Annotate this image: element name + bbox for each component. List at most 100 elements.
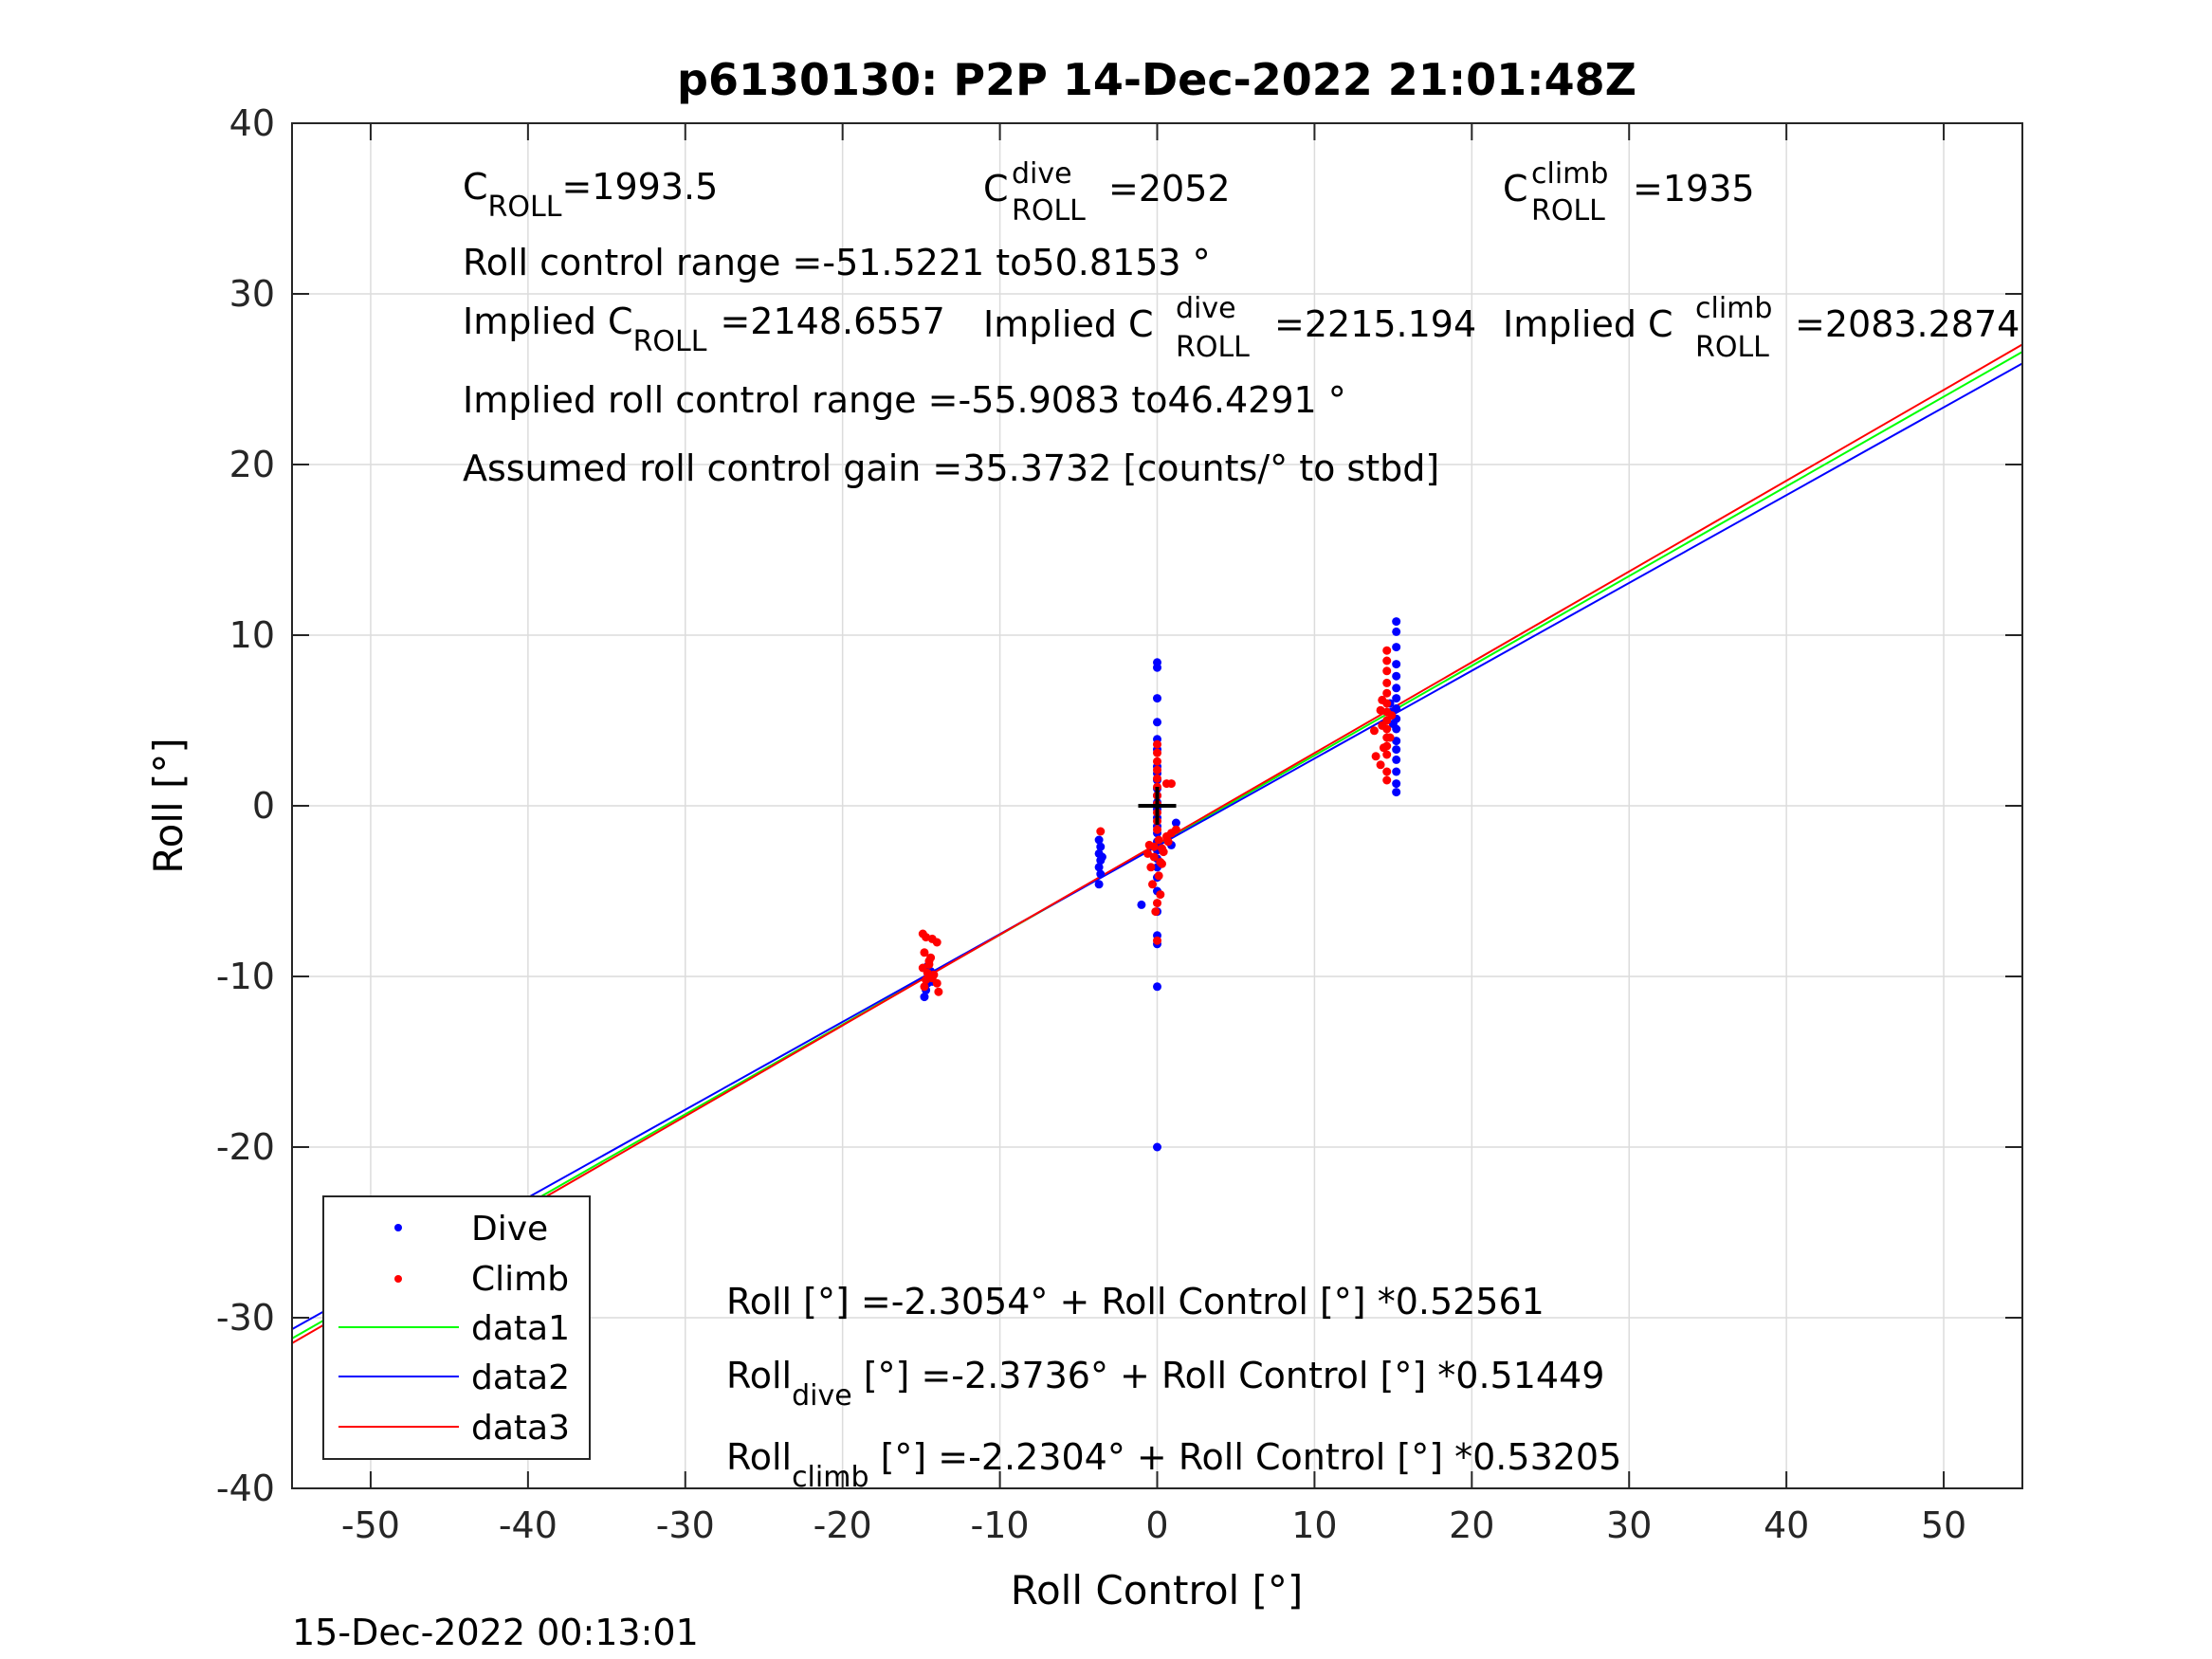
point-dive — [1096, 842, 1106, 851]
point-climb — [1369, 726, 1379, 736]
legend-climb-marker — [394, 1275, 402, 1283]
point-climb — [1382, 767, 1392, 776]
timestamp-footer: 15-Dec-2022 00:13:01 — [292, 1612, 699, 1653]
point-climb — [924, 959, 934, 969]
y-tick-label: -30 — [216, 1297, 275, 1339]
point-dive — [1094, 863, 1104, 872]
point-climb — [1149, 852, 1159, 862]
y-tick-label: 40 — [229, 102, 275, 144]
point-climb — [1156, 890, 1165, 900]
point-dive — [1392, 779, 1401, 789]
point-climb — [1153, 757, 1161, 766]
point-dive — [1392, 627, 1401, 636]
point-dive — [1137, 900, 1146, 909]
point-climb — [1143, 848, 1153, 858]
point-climb — [1153, 739, 1161, 749]
equation-dive: Rolldive [°] =-2.3736° + Roll Control [°… — [726, 1355, 1604, 1413]
annotation-implied-c-roll: Implied CROLL =2148.6557 — [463, 301, 945, 358]
y-tick-label: 30 — [229, 273, 275, 315]
point-dive — [1153, 1142, 1161, 1152]
point-climb — [1371, 752, 1380, 761]
point-climb — [1382, 750, 1392, 759]
svg-text:climb: climb — [1531, 157, 1608, 191]
svg-text:=2083.2874: =2083.2874 — [1795, 303, 2020, 345]
point-climb — [1153, 899, 1161, 908]
point-dive — [1392, 684, 1401, 693]
point-dive — [920, 993, 929, 1002]
legend-dive-marker — [394, 1224, 402, 1231]
legend: Dive Climb data1 data2 data3 — [322, 1195, 591, 1460]
point-dive — [1097, 852, 1106, 862]
point-dive — [1392, 788, 1401, 797]
point-dive — [1392, 694, 1401, 703]
point-climb — [1163, 837, 1173, 847]
x-tick-label: 40 — [1764, 1504, 1809, 1546]
legend-data3-label: data3 — [471, 1409, 570, 1448]
x-tick-labels: -50 -40 -30 -20 -10 0 10 20 30 40 50 — [341, 1504, 1966, 1546]
point-climb — [1146, 863, 1156, 872]
point-dive — [1153, 982, 1161, 992]
point-dive — [1388, 720, 1398, 729]
y-tick-label: 0 — [252, 785, 275, 827]
point-climb — [1159, 848, 1168, 857]
legend-data1-label: data1 — [471, 1309, 570, 1348]
x-tick-label: 50 — [1921, 1504, 1966, 1546]
point-dive — [1153, 718, 1161, 727]
point-climb — [1154, 871, 1163, 881]
x-tick-label: 30 — [1606, 1504, 1652, 1546]
point-climb — [1382, 646, 1392, 655]
legend-data2-label: data2 — [471, 1358, 570, 1397]
svg-text:ROLL: ROLL — [1531, 194, 1605, 228]
annotation-implied-c-roll-climb: Implied C climb ROLL =2083.2874 — [1503, 292, 2020, 364]
point-climb — [1157, 859, 1166, 868]
annotation-c-roll-dive: C dive ROLL =2052 — [983, 157, 1231, 228]
point-climb — [934, 987, 943, 996]
axis-ticks — [292, 122, 2022, 1489]
svg-text:ROLL: ROLL — [1012, 194, 1086, 228]
point-climb — [1379, 743, 1388, 753]
x-tick-label: -40 — [499, 1504, 558, 1546]
equation-all: Roll [°] =-2.3054° + Roll Control [°] *0… — [726, 1281, 1545, 1322]
point-climb — [926, 953, 936, 962]
point-dive — [1094, 835, 1104, 845]
point-climb — [1096, 827, 1106, 836]
point-climb — [1153, 765, 1161, 775]
point-dive — [1392, 671, 1401, 681]
svg-text:=2215.194: =2215.194 — [1274, 303, 1476, 345]
point-climb — [1382, 775, 1392, 785]
point-dive — [1153, 663, 1161, 672]
svg-text:ROLL: ROLL — [1176, 331, 1250, 364]
point-dive — [1096, 869, 1106, 879]
svg-text:dive: dive — [1176, 292, 1236, 325]
point-climb — [1166, 779, 1176, 789]
point-dive — [1392, 767, 1401, 776]
x-axis-label: Roll Control [°] — [1011, 1567, 1304, 1613]
x-tick-label: 0 — [1145, 1504, 1168, 1546]
x-tick-label: 20 — [1449, 1504, 1494, 1546]
svg-text:C: C — [983, 168, 1009, 210]
svg-text:Implied C: Implied C — [1503, 303, 1673, 345]
point-dive — [1392, 745, 1401, 755]
annotation-implied-c-roll-dive: Implied C dive ROLL =2215.194 — [983, 292, 1476, 364]
x-tick-label: -10 — [971, 1504, 1030, 1546]
x-tick-label: -30 — [656, 1504, 715, 1546]
annotation-implied-roll-control-range: Implied roll control range =-55.9083 to4… — [463, 379, 1346, 421]
point-climb — [1382, 656, 1392, 665]
point-climb — [1153, 774, 1161, 783]
y-tick-label: -40 — [216, 1468, 275, 1509]
point-climb — [920, 948, 929, 957]
y-tick-label: 10 — [229, 614, 275, 656]
chart-title: p6130130: P2P 14-Dec-2022 21:01:48Z — [677, 54, 1636, 105]
point-climb — [1149, 842, 1159, 851]
point-climb — [1378, 720, 1387, 730]
annotation-roll-control-gain: Assumed roll control gain =35.3732 [coun… — [463, 447, 1439, 489]
y-axis-label: Roll [°] — [145, 738, 192, 873]
point-climb — [1378, 695, 1387, 704]
point-climb — [1154, 835, 1163, 845]
point-climb — [920, 982, 929, 992]
point-climb — [1376, 760, 1385, 770]
equation-climb: Rollclimb [°] =-2.2304° + Roll Control [… — [726, 1436, 1621, 1494]
point-climb — [1376, 705, 1385, 715]
point-dive — [1153, 694, 1161, 703]
